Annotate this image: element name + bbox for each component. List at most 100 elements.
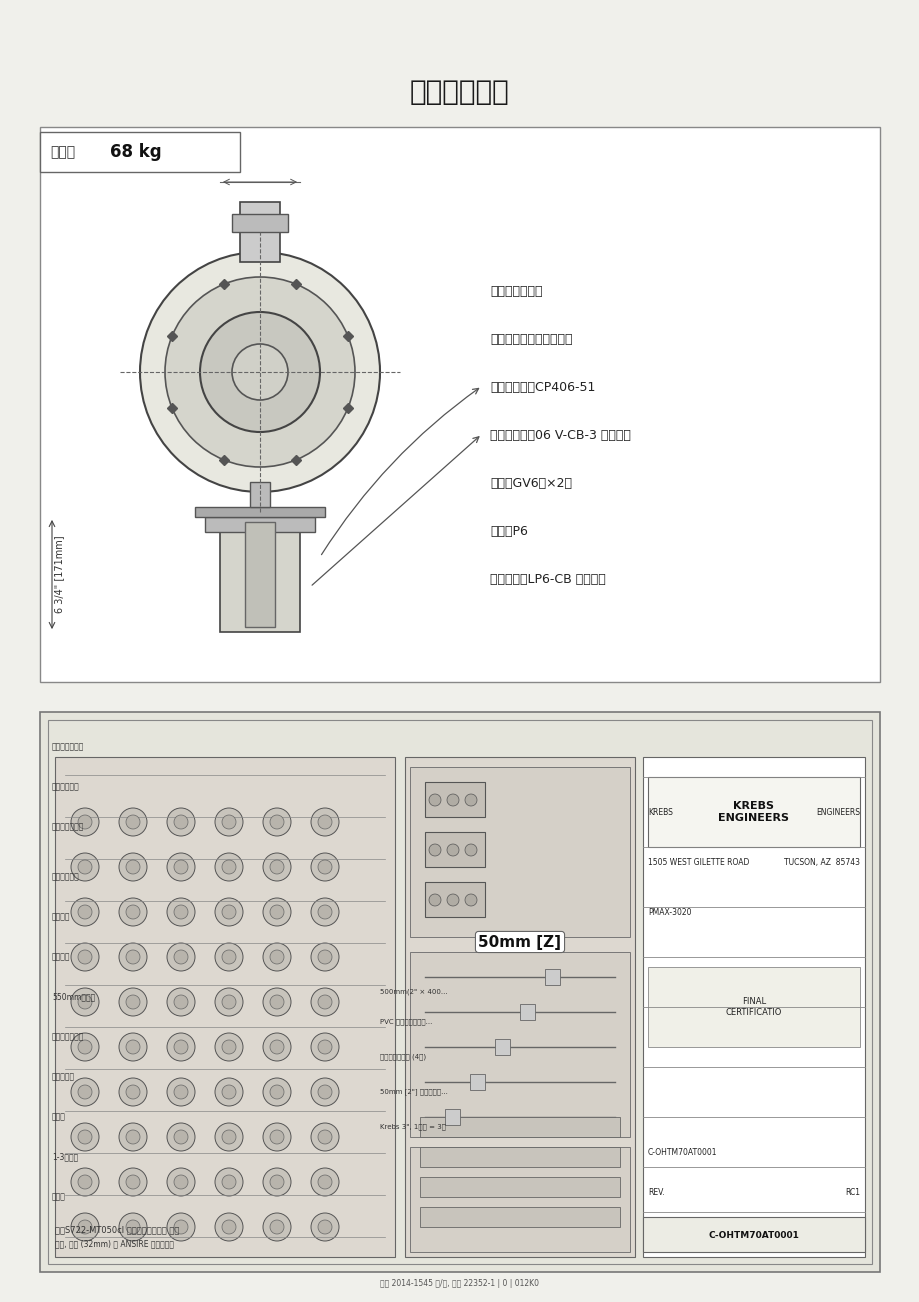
Bar [420,1117,619,1137]
Circle shape [215,1032,243,1061]
Circle shape [174,995,187,1009]
Circle shape [71,988,99,1016]
Circle shape [269,861,284,874]
Circle shape [174,815,187,829]
Circle shape [215,898,243,926]
Circle shape [221,1130,236,1144]
Circle shape [167,809,195,836]
Text: 垫圈：GV6（×2）: 垫圈：GV6（×2） [490,478,572,491]
Circle shape [174,861,187,874]
Text: 旋流器给矿: 旋流器给矿 [52,1073,75,1082]
Bar [410,1147,630,1253]
Circle shape [318,950,332,963]
Circle shape [269,905,284,919]
Bar [519,1004,535,1019]
Bar [420,1177,619,1197]
Circle shape [269,995,284,1009]
Circle shape [71,943,99,971]
Bar [425,881,484,917]
Bar [410,767,630,937]
Circle shape [174,1085,187,1099]
Bar [240,202,279,262]
Circle shape [174,905,187,919]
Circle shape [221,1040,236,1055]
Circle shape [215,809,243,836]
Bar [445,1109,460,1125]
Text: 6 3/4" [171mm]: 6 3/4" [171mm] [54,535,64,613]
Bar [195,506,324,517]
Text: 标件, 规格 (32mm) 按 ANSIRE 公英制标准: 标件, 规格 (32mm) 按 ANSIRE 公英制标准 [55,1240,174,1249]
Circle shape [447,844,459,855]
Circle shape [119,853,147,881]
Circle shape [71,1032,99,1061]
Circle shape [167,1124,195,1151]
Bar [55,756,394,1256]
Circle shape [215,943,243,971]
Circle shape [78,1220,92,1234]
Circle shape [140,253,380,492]
Circle shape [126,1174,140,1189]
Text: 硬件材料：标准: 硬件材料：标准 [490,285,542,298]
Circle shape [71,1168,99,1197]
Circle shape [167,898,195,926]
Text: 溢流适配器：06 V-CB-3 氯丁橡胶: 溢流适配器：06 V-CB-3 氯丁橡胶 [490,430,630,443]
Circle shape [165,277,355,467]
Circle shape [311,943,338,971]
Text: PMAX-3020: PMAX-3020 [647,907,691,917]
Text: FINAL
CERTIFICATIO: FINAL CERTIFICATIO [725,997,781,1017]
Circle shape [119,943,147,971]
Bar [404,756,634,1256]
Circle shape [263,943,290,971]
Circle shape [318,1174,332,1189]
Circle shape [447,894,459,906]
Circle shape [78,1085,92,1099]
Bar [647,967,859,1047]
Circle shape [167,1168,195,1197]
Circle shape [126,905,140,919]
Circle shape [174,1040,187,1055]
Circle shape [318,905,332,919]
Circle shape [311,1168,338,1197]
Text: RC1: RC1 [844,1187,859,1197]
Bar [420,1147,619,1167]
Bar [250,482,269,506]
Text: 封头衬里：LP6-CB 氯丁橡胶: 封头衬里：LP6-CB 氯丁橡胶 [490,573,605,586]
Circle shape [71,809,99,836]
Text: C-OHTM70AT0001: C-OHTM70AT0001 [647,1148,717,1157]
Circle shape [78,905,92,919]
Text: 入口适配器：CP406-51: 入口适配器：CP406-51 [490,381,595,395]
Bar [220,517,300,631]
Text: 涂料：技术设备公司标准: 涂料：技术设备公司标准 [490,333,572,346]
Circle shape [126,1085,140,1099]
Circle shape [221,950,236,963]
Circle shape [215,1168,243,1197]
Circle shape [221,905,236,919]
Circle shape [232,344,288,400]
Circle shape [71,853,99,881]
Circle shape [318,995,332,1009]
Circle shape [119,1078,147,1105]
Circle shape [119,898,147,926]
Text: 50mm [Z]: 50mm [Z] [478,935,561,949]
Text: 重量：: 重量： [50,145,75,159]
Text: 底流管: 底流管 [52,1193,66,1202]
Circle shape [78,815,92,829]
Circle shape [221,815,236,829]
Circle shape [311,1124,338,1151]
Circle shape [78,950,92,963]
Text: ENGINEERS: ENGINEERS [815,809,859,816]
Circle shape [221,1174,236,1189]
Text: KREBS: KREBS [647,809,672,816]
Circle shape [167,853,195,881]
Circle shape [215,1213,243,1241]
Circle shape [269,1040,284,1055]
Circle shape [78,1174,92,1189]
Circle shape [263,988,290,1016]
Circle shape [318,861,332,874]
Text: 平面图: 平面图 [52,1112,66,1121]
Circle shape [263,1124,290,1151]
Bar [642,756,864,1256]
Circle shape [221,1220,236,1234]
Circle shape [221,861,236,874]
Circle shape [119,988,147,1016]
